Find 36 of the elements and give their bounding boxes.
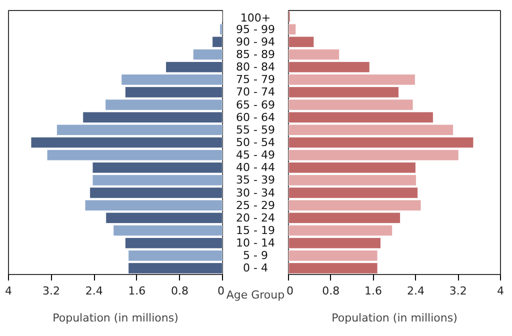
y-tick-label: 30 - 34 <box>236 186 275 200</box>
x-axis-title: Population (in millions) <box>332 312 458 324</box>
y-tick-label: 60 - 64 <box>236 110 275 124</box>
x-tick-label: 0.8 <box>170 284 188 298</box>
y-tick-label: 75 - 79 <box>236 73 275 86</box>
y-tick-label: 65 - 69 <box>236 98 275 112</box>
y-tick-label: 35 - 39 <box>236 174 275 187</box>
x-tick-label: 0.8 <box>322 284 340 298</box>
x-tick-label: 3.2 <box>42 284 60 298</box>
y-tick-label: 50 - 54 <box>236 136 275 149</box>
y-tick-label: 10 - 14 <box>236 236 275 250</box>
x-tick-label: 4 <box>5 284 12 298</box>
y-tick-label: 80 - 84 <box>236 60 275 74</box>
y-tick-label: 100+ <box>240 11 271 24</box>
x-tick-label: 2.4 <box>406 284 424 298</box>
y-tick-label: 70 - 74 <box>236 86 275 99</box>
x-tick-label: 3.2 <box>449 284 467 298</box>
y-tick-label: 45 - 49 <box>236 148 275 162</box>
y-tick-label: 90 - 94 <box>236 35 275 48</box>
y-tick-label: 40 - 44 <box>236 161 275 174</box>
y-tick-label: 5 - 9 <box>243 249 268 262</box>
x-tick-label: 2.4 <box>85 284 103 298</box>
y-tick-label: 25 - 29 <box>236 198 275 212</box>
y-axis-title: Age Group <box>226 288 285 302</box>
x-tick-label: 0 <box>218 284 224 298</box>
y-tick-label: 20 - 24 <box>236 211 275 224</box>
y-tick-label: 95 - 99 <box>236 22 275 36</box>
y-tick-label: 55 - 59 <box>236 123 275 136</box>
x-axis-title: Population (in millions) <box>52 312 178 324</box>
x-tick-label: 0 <box>286 284 294 298</box>
x-tick-label: 1.6 <box>128 284 146 298</box>
y-tick-label: 15 - 19 <box>236 224 275 237</box>
y-tick-label: 0 - 4 <box>243 262 268 275</box>
y-tick-label: 85 - 89 <box>236 48 275 61</box>
x-tick-label: 4 <box>497 284 504 298</box>
x-tick-label: 1.6 <box>364 284 382 298</box>
